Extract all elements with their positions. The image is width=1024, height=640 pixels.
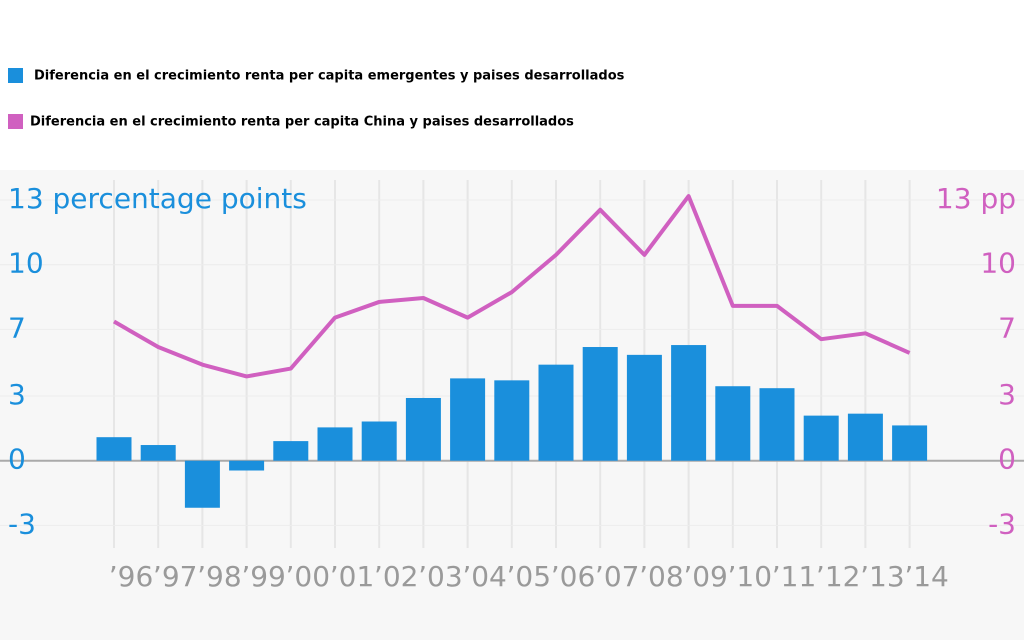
x-tick-label: ’07: [595, 560, 640, 593]
x-tick-label: ’13: [860, 560, 905, 593]
bar: [317, 427, 353, 461]
y2-tick-label: 10: [980, 247, 1016, 280]
y-tick-label: 13 percentage points: [8, 182, 307, 215]
y2-tick-label: 7: [998, 311, 1016, 344]
bar: [405, 397, 441, 461]
bar: [892, 425, 928, 461]
x-tick-label: ’99: [241, 560, 286, 593]
x-tick-label: ’14: [904, 560, 949, 593]
bar: [140, 445, 176, 461]
bar: [96, 437, 132, 461]
y2-tick-label: 3: [998, 378, 1016, 411]
legend-swatch: [8, 68, 23, 83]
x-tick-label: ’06: [551, 560, 596, 593]
bar: [803, 415, 839, 461]
bar: [759, 388, 795, 461]
bar: [847, 413, 883, 461]
x-tick-label: ’96: [109, 560, 154, 593]
y2-tick-label: -3: [988, 507, 1016, 540]
y-tick-label: -3: [8, 507, 36, 540]
x-tick-label: ’12: [816, 560, 861, 593]
y-tick-label: 7: [8, 311, 26, 344]
y2-tick-label: 13 pp: [936, 182, 1016, 215]
x-tick-label: ’05: [507, 560, 552, 593]
bar: [538, 364, 574, 461]
y-tick-label: 10: [8, 247, 44, 280]
legend-label: Diferencia en el crecimiento renta per c…: [30, 115, 574, 130]
bar: [715, 386, 751, 461]
y-tick-label: 0: [8, 443, 26, 476]
bar: [361, 421, 397, 461]
bar: [184, 460, 220, 508]
bar: [582, 347, 618, 461]
bar: [671, 345, 707, 461]
x-tick-label: ’11: [772, 560, 817, 593]
x-tick-label: ’02: [374, 560, 419, 593]
x-tick-label: ’10: [728, 560, 773, 593]
x-tick-label: ’09: [683, 560, 728, 593]
bar: [494, 380, 530, 461]
y-tick-label: 3: [8, 378, 26, 411]
bar: [229, 460, 265, 471]
bar: [450, 378, 486, 461]
legend-label: Diferencia en el crecimiento renta per c…: [34, 69, 625, 84]
y2-tick-label: 0: [998, 443, 1016, 476]
bar: [273, 441, 309, 461]
x-tick-label: ’04: [462, 560, 507, 593]
x-tick-label: ’03: [418, 560, 463, 593]
legend-swatch: [8, 114, 23, 129]
x-tick-label: ’98: [197, 560, 242, 593]
x-tick-label: ’01: [330, 560, 375, 593]
line: [113, 194, 911, 379]
x-tick-label: ’08: [639, 560, 684, 593]
x-tick-label: ’97: [153, 560, 198, 593]
x-tick-label: ’00: [286, 560, 331, 593]
bar: [626, 354, 662, 461]
